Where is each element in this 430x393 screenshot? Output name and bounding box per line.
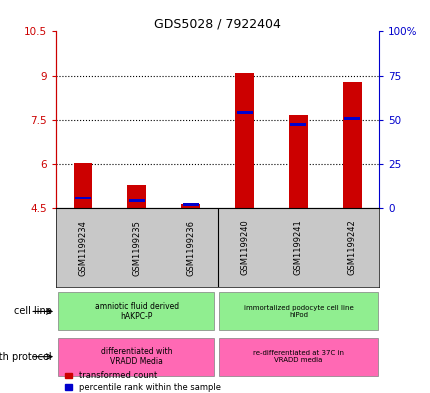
Text: GSM1199235: GSM1199235: [132, 220, 141, 275]
Bar: [58, 292, 214, 331]
Text: GSM1199242: GSM1199242: [347, 220, 356, 275]
Text: re-differentiated at 37C in
VRADD media: re-differentiated at 37C in VRADD media: [252, 350, 343, 363]
Text: GSM1199236: GSM1199236: [186, 220, 195, 275]
Bar: [342, 82, 361, 208]
Bar: [74, 163, 92, 208]
Text: amniotic fluid derived
hAKPC-P: amniotic fluid derived hAKPC-P: [95, 302, 178, 321]
Text: differentiated with
VRADD Media: differentiated with VRADD Media: [101, 347, 172, 366]
Bar: [219, 292, 377, 331]
Text: cell line: cell line: [14, 307, 52, 316]
Bar: [236, 111, 252, 114]
Bar: [182, 203, 198, 206]
Bar: [235, 73, 253, 208]
Text: GSM1199234: GSM1199234: [78, 220, 87, 275]
Text: growth protocol: growth protocol: [0, 352, 52, 362]
Bar: [290, 123, 306, 126]
Bar: [58, 338, 214, 376]
Bar: [289, 116, 307, 208]
Bar: [127, 185, 146, 208]
Title: GDS5028 / 7922404: GDS5028 / 7922404: [154, 17, 280, 30]
Legend: transformed count, percentile rank within the sample: transformed count, percentile rank withi…: [64, 371, 221, 393]
Bar: [75, 196, 91, 200]
Bar: [344, 117, 359, 120]
Text: immortalized podocyte cell line
hIPod: immortalized podocyte cell line hIPod: [243, 305, 353, 318]
Bar: [129, 200, 144, 202]
Text: GSM1199241: GSM1199241: [293, 220, 302, 275]
Text: GSM1199240: GSM1199240: [240, 220, 249, 275]
Bar: [219, 338, 377, 376]
Bar: [181, 204, 200, 208]
